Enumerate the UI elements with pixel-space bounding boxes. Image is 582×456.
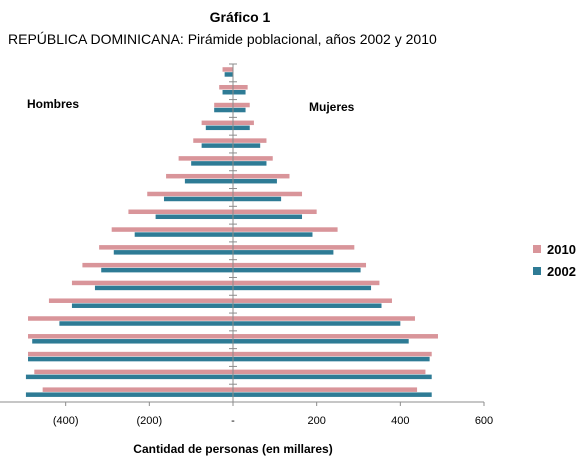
bar-2002-mujeres-15: [233, 125, 250, 131]
group-label-mujeres: Mujeres: [309, 100, 355, 114]
bar-2002-hombres-15: [205, 125, 233, 131]
bar-2002-mujeres-14: [233, 143, 261, 148]
bar-2002-hombres-9: [134, 232, 233, 237]
legend-label-2002: 2002: [547, 263, 576, 279]
legend-item-2002: 2002: [533, 260, 576, 282]
bar-2010-hombres-10: [128, 209, 233, 215]
bar-2002-mujeres-5: [233, 303, 382, 308]
bar-2010-mujeres-4: [233, 316, 415, 321]
bar-2010-mujeres-16: [233, 102, 250, 108]
bar-2002-mujeres-10: [233, 214, 303, 220]
bar-2002-hombres-6: [94, 285, 233, 291]
bar-2010-mujeres-12: [233, 173, 290, 179]
bar-2010-mujeres-13: [233, 156, 273, 161]
bar-2002-hombres-7: [101, 267, 233, 273]
legend-item-2010: 2010: [533, 238, 576, 260]
x-tick-label: 200: [307, 415, 325, 427]
legend-swatch-2002: [533, 267, 541, 275]
bar-2002-mujeres-9: [233, 232, 313, 237]
bar-2002-hombres-4: [59, 321, 234, 326]
bar-2002-hombres-5: [71, 303, 233, 308]
bar-2002-hombres-16: [214, 107, 233, 113]
bar-2010-hombres-17: [219, 84, 233, 90]
bar-2010-hombres-14: [193, 138, 233, 143]
bar-2010-mujeres-10: [233, 209, 317, 215]
bar-2002-mujeres-4: [233, 321, 401, 326]
legend-label-2010: 2010: [547, 241, 576, 257]
bar-2010-mujeres-8: [233, 245, 355, 250]
bar-2002-hombres-13: [191, 161, 233, 166]
bar-2010-hombres-2: [28, 351, 234, 357]
bar-2010-mujeres-1: [233, 369, 426, 375]
x-tick-label: 600: [475, 415, 493, 427]
bar-2010-mujeres-5: [233, 298, 392, 303]
bar-2010-hombres-9: [111, 227, 233, 232]
bar-2002-mujeres-6: [233, 285, 372, 291]
bar-2002-hombres-17: [222, 89, 233, 95]
bar-2002-mujeres-3: [233, 339, 409, 344]
bar-2010-hombres-13: [178, 156, 233, 161]
chart-subtitle: REPÚBLICA DOMINICANA: Pirámide poblacion…: [8, 31, 437, 47]
bar-2010-mujeres-3: [233, 334, 438, 339]
bar-2002-hombres-8: [113, 250, 233, 255]
bar-2010-hombres-7: [82, 262, 234, 268]
bar-2010-hombres-18: [222, 67, 233, 72]
bar-2002-hombres-3: [32, 339, 234, 344]
bar-2002-hombres-10: [155, 214, 233, 220]
bar-2010-hombres-6: [71, 280, 233, 286]
bar-2010-mujeres-15: [233, 120, 254, 126]
bar-2010-hombres-4: [28, 316, 234, 321]
bar-2002-hombres-14: [201, 143, 233, 148]
bar-2002-mujeres-1: [233, 374, 432, 380]
bar-2010-hombres-12: [166, 173, 233, 179]
bar-2002-mujeres-11: [233, 196, 282, 202]
bar-2002-mujeres-13: [233, 161, 267, 166]
bar-2010-hombres-3: [28, 334, 234, 339]
bar-2002-hombres-12: [184, 178, 233, 184]
legend-swatch-2010: [533, 245, 541, 253]
bar-2010-hombres-15: [201, 120, 233, 126]
bar-2010-mujeres-9: [233, 227, 338, 232]
bar-2010-hombres-5: [48, 298, 233, 303]
x-tick-label: -: [231, 415, 235, 427]
bar-2002-hombres-0: [25, 392, 233, 397]
bar-2002-hombres-18: [224, 72, 233, 77]
x-axis-label: Cantidad de personas (en millares): [133, 442, 333, 456]
bar-2002-mujeres-17: [233, 89, 246, 95]
bar-2002-hombres-11: [163, 196, 233, 202]
bar-2010-mujeres-0: [233, 387, 418, 392]
chart-title: Gráfico 1: [209, 9, 271, 25]
bar-2002-hombres-2: [28, 356, 234, 362]
bar-2002-mujeres-16: [233, 107, 246, 113]
bar-2010-hombres-16: [214, 102, 233, 108]
bar-2002-mujeres-2: [233, 356, 430, 362]
bar-2002-mujeres-12: [233, 178, 277, 184]
bar-2002-mujeres-7: [233, 267, 361, 273]
group-label-hombres: Hombres: [27, 97, 80, 111]
bar-2010-mujeres-7: [233, 262, 367, 268]
x-tick-label: (400): [53, 415, 79, 427]
bar-2010-mujeres-11: [233, 191, 303, 197]
bar-2010-hombres-0: [42, 387, 234, 392]
bar-2002-hombres-1: [25, 374, 233, 380]
bar-2010-hombres-11: [147, 191, 233, 197]
bar-2002-mujeres-0: [233, 392, 432, 397]
legend: 2010 2002: [533, 238, 576, 282]
bar-2010-mujeres-6: [233, 280, 380, 286]
bar-2010-mujeres-17: [233, 84, 248, 90]
x-tick-label: (200): [136, 415, 162, 427]
bar-2002-mujeres-8: [233, 250, 334, 255]
x-tick-label: 400: [391, 415, 409, 427]
bar-2010-hombres-1: [34, 369, 233, 375]
bar-2010-mujeres-14: [233, 138, 267, 143]
bar-2010-mujeres-2: [233, 351, 432, 357]
bar-2010-hombres-8: [99, 245, 233, 250]
